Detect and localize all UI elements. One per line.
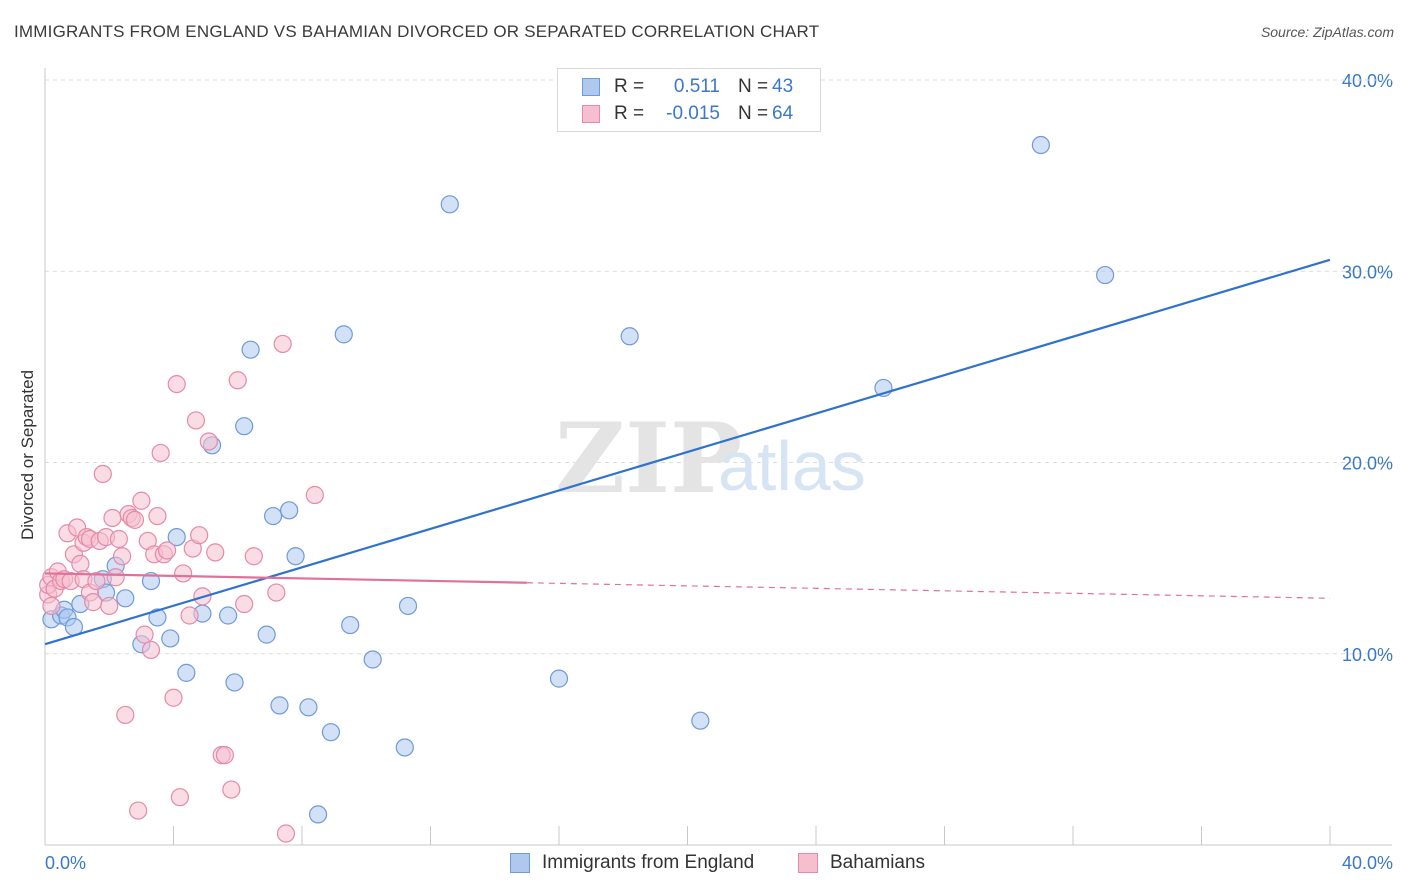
legend-row-bahamians: R = -0.015 N = 64: [582, 102, 793, 126]
data-point-bahamians: [141, 640, 161, 660]
data-point-bahamians: [273, 334, 292, 354]
data-point-bahamians: [87, 571, 106, 591]
data-point-england: [286, 547, 305, 566]
y-tick-label: 10.0%: [1342, 645, 1393, 665]
data-point-bahamians: [215, 746, 234, 765]
legend-n-label: N =: [738, 103, 769, 124]
x-tick-label: 0.0%: [45, 853, 86, 873]
y-tick-label: 40.0%: [1342, 71, 1393, 91]
trend-line-england: [44, 258, 1331, 646]
data-point-england: [257, 625, 276, 644]
correlation-legend: R = 0.511 N = 43 R = -0.015 N = 64: [557, 68, 821, 132]
data-point-bahamians: [222, 780, 241, 799]
x-tick-label: 40.0%: [1342, 853, 1393, 873]
data-point-england: [334, 325, 353, 344]
y-tick-label: 30.0%: [1342, 262, 1393, 282]
bottom-legend-label-england: Immigrants from England: [542, 852, 755, 873]
bottom-legend-swatch-england: [510, 853, 530, 873]
data-point-bahamians: [135, 625, 154, 644]
data-point-england: [620, 327, 639, 346]
legend-r-label: R =: [614, 76, 645, 97]
data-point-bahamians: [106, 568, 125, 587]
trend-line-bahamians-dashed: [526, 582, 1331, 599]
data-point-bahamians: [305, 485, 324, 505]
data-point-england: [398, 596, 418, 616]
data-point-england: [148, 608, 167, 627]
data-point-bahamians: [151, 443, 170, 463]
data-point-bahamians: [129, 801, 148, 820]
data-point-bahamians: [180, 606, 199, 625]
legend-row-england: R = 0.511 N = 43: [582, 75, 793, 99]
data-point-bahamians: [199, 432, 218, 451]
data-point-england: [299, 698, 318, 717]
data-point-bahamians: [157, 541, 177, 560]
data-point-bahamians: [228, 371, 247, 390]
legend-r-value: 0.511: [673, 76, 720, 97]
data-point-bahamians: [116, 705, 135, 725]
data-point-england: [363, 650, 382, 669]
legend-r-label: R =: [614, 103, 645, 124]
data-point-england: [1096, 265, 1115, 285]
trend-line-bahamians: [44, 572, 527, 584]
data-point-bahamians: [71, 554, 90, 573]
legend-swatch-england: [582, 78, 600, 96]
data-point-england: [395, 738, 414, 757]
data-point-england: [219, 606, 238, 625]
data-point-bahamians: [235, 594, 254, 614]
bottom-legend-swatch-bahamians: [798, 853, 818, 873]
data-point-bahamians: [170, 788, 190, 807]
legend-n-label: N =: [738, 76, 769, 97]
data-point-bahamians: [276, 824, 296, 843]
data-point-bahamians: [125, 510, 145, 529]
data-point-bahamians: [109, 529, 128, 549]
data-point-england: [691, 711, 710, 730]
y-tick-label: 20.0%: [1342, 454, 1393, 474]
data-point-bahamians: [167, 374, 186, 394]
data-point-england: [280, 501, 299, 520]
bottom-legend-bahamians: Bahamians: [798, 852, 925, 874]
data-point-england: [263, 506, 283, 526]
legend-n-value: 64: [772, 103, 794, 124]
bottom-legend-label-bahamians: Bahamians: [830, 852, 926, 873]
data-point-bahamians: [174, 564, 193, 583]
legend-n-value: 43: [772, 76, 794, 97]
legend-swatch-bahamians: [582, 105, 600, 123]
data-point-bahamians: [148, 506, 167, 526]
data-point-england: [141, 571, 161, 591]
legend-r-value: -0.015: [666, 103, 720, 124]
chart-title: IMMIGRANTS FROM ENGLAND VS BAHAMIAN DIVO…: [14, 22, 820, 41]
data-point-bahamians: [112, 547, 132, 566]
data-point-bahamians: [186, 411, 206, 430]
watermark-zip: ZIP: [555, 402, 742, 515]
data-point-bahamians: [267, 583, 286, 602]
data-point-bahamians: [190, 526, 209, 545]
watermark-atlas: atlas: [718, 427, 866, 505]
bottom-legend-england: Immigrants from England: [510, 852, 754, 874]
data-point-england: [308, 805, 328, 824]
data-point-bahamians: [103, 508, 122, 528]
data-point-england: [235, 417, 254, 436]
source-label: Source: ZipAtlas.com: [1260, 24, 1394, 40]
data-point-england: [177, 663, 196, 682]
data-point-england: [321, 723, 341, 742]
data-point-england: [116, 589, 135, 608]
data-point-england: [241, 340, 260, 359]
data-point-bahamians: [206, 543, 225, 562]
data-point-england: [341, 615, 360, 635]
data-point-bahamians: [84, 593, 103, 612]
data-point-bahamians: [42, 596, 61, 616]
data-point-england: [440, 195, 459, 214]
data-point-england: [1031, 135, 1050, 155]
data-point-bahamians: [93, 464, 112, 484]
data-point-bahamians: [100, 596, 119, 616]
data-point-england: [549, 669, 569, 688]
data-point-england: [225, 673, 244, 692]
data-point-bahamians: [132, 491, 151, 510]
data-point-england: [270, 696, 289, 715]
data-point-england: [167, 527, 186, 547]
data-point-bahamians: [244, 547, 263, 566]
data-point-england: [161, 629, 180, 648]
data-point-bahamians: [164, 688, 183, 707]
